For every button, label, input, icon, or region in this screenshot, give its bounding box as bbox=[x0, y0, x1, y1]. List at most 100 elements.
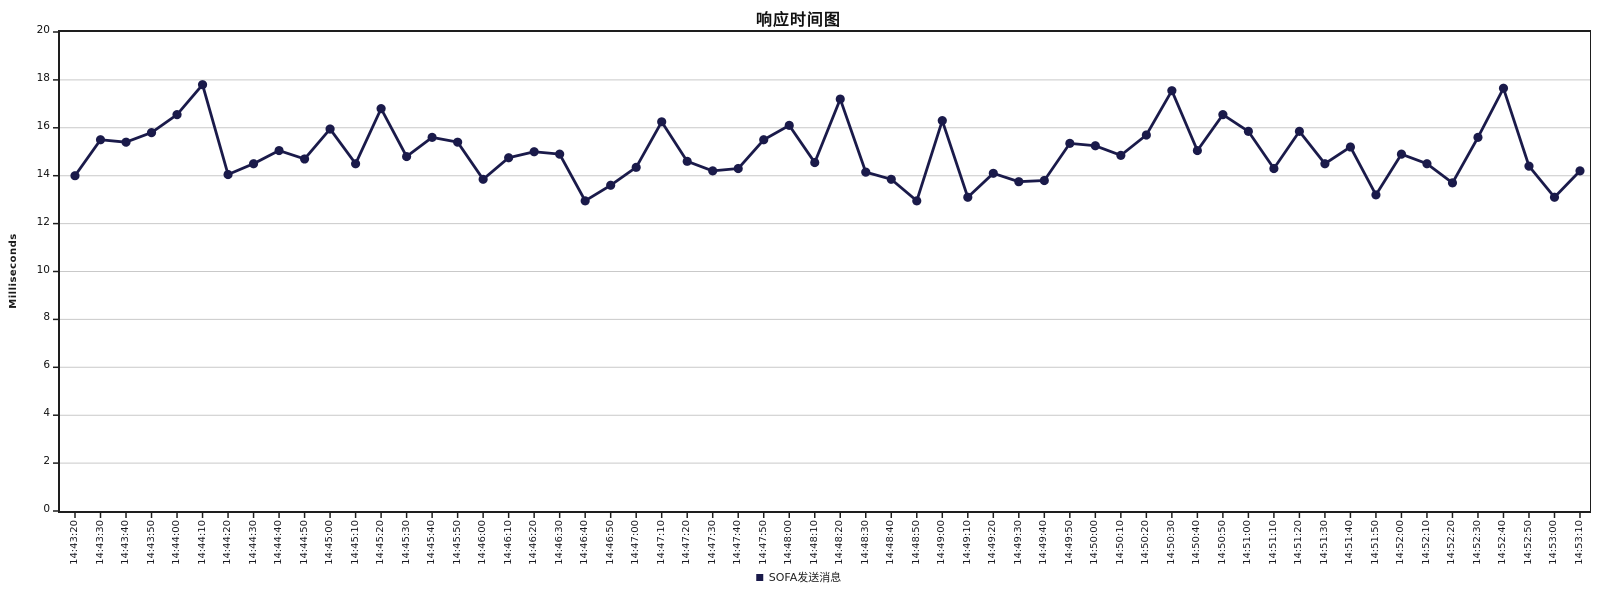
x-axis-tick-label: 14:47:00 bbox=[630, 520, 642, 565]
data-point bbox=[912, 196, 922, 206]
data-point bbox=[784, 120, 794, 131]
x-axis-tick-label: 14:48:10 bbox=[808, 520, 820, 565]
x-axis-tick-label: 14:50:50 bbox=[1216, 520, 1228, 565]
y-axis-tick-label: 10 bbox=[36, 263, 50, 276]
data-point bbox=[402, 151, 412, 162]
x-axis-tick-label: 14:50:10 bbox=[1114, 520, 1126, 565]
x-axis-tick-label: 14:50:30 bbox=[1165, 520, 1177, 565]
data-point bbox=[861, 167, 871, 177]
x-axis-tick-label: 14:49:20 bbox=[987, 520, 999, 565]
data-point bbox=[1141, 130, 1151, 140]
x-axis-tick-label: 14:43:50 bbox=[145, 520, 157, 565]
data-point bbox=[529, 147, 539, 157]
x-axis-tick-label: 14:48:20 bbox=[834, 520, 846, 565]
x-axis-tick-label: 14:45:00 bbox=[324, 520, 336, 565]
x-axis-tick-label: 14:45:50 bbox=[451, 520, 463, 565]
data-point bbox=[1320, 159, 1330, 169]
data-point bbox=[299, 154, 310, 164]
x-axis-tick-label: 14:49:50 bbox=[1063, 520, 1075, 565]
data-point bbox=[1524, 161, 1534, 171]
chart-title: 响应时间图 bbox=[755, 12, 841, 29]
x-axis-tick-label: 14:47:30 bbox=[706, 520, 718, 565]
data-point bbox=[682, 156, 692, 166]
plot-svg bbox=[53, 31, 1590, 518]
y-axis-tick-label: 16 bbox=[36, 119, 50, 132]
x-axis-tick-label: 14:50:20 bbox=[1140, 520, 1152, 565]
x-axis-tick-label: 14:46:40 bbox=[579, 520, 591, 565]
x-axis-tick-label: 14:49:10 bbox=[961, 520, 973, 565]
x-axis-tick-label: 14:45:30 bbox=[400, 520, 412, 565]
data-point bbox=[172, 110, 182, 120]
data-point bbox=[1269, 163, 1279, 174]
data-point bbox=[504, 153, 514, 163]
x-axis-tick-label: 14:52:30 bbox=[1471, 520, 1483, 565]
x-axis-tick-label: 14:50:40 bbox=[1191, 520, 1203, 565]
x-axis-tick-label: 14:44:00 bbox=[171, 520, 183, 565]
x-axis-tick-label: 14:46:20 bbox=[528, 520, 540, 565]
x-axis-tick-label: 14:53:10 bbox=[1574, 520, 1585, 565]
y-axis-tick-label: 8 bbox=[43, 311, 50, 324]
y-axis-tick-label: 14 bbox=[36, 167, 50, 180]
x-axis-tick-label: 14:51:00 bbox=[1242, 520, 1254, 565]
data-point bbox=[1065, 138, 1075, 148]
x-axis-tick-label: 14:46:00 bbox=[477, 520, 489, 565]
data-point bbox=[1218, 110, 1228, 120]
x-axis-tick-label: 14:48:30 bbox=[859, 520, 871, 565]
x-axis-tick-label: 14:43:40 bbox=[120, 520, 132, 565]
data-point bbox=[274, 145, 284, 156]
x-axis-tick-label: 14:44:10 bbox=[196, 520, 208, 565]
data-point bbox=[555, 149, 565, 159]
x-axis-tick-label: 14:52:10 bbox=[1420, 520, 1432, 565]
data-point bbox=[70, 171, 80, 181]
data-point bbox=[376, 104, 386, 114]
y-axis-tick-label: 2 bbox=[43, 455, 50, 468]
data-point bbox=[1090, 141, 1100, 151]
data-point bbox=[121, 137, 131, 147]
data-point bbox=[325, 124, 335, 134]
data-point bbox=[1039, 175, 1049, 186]
data-point bbox=[1447, 178, 1458, 188]
y-axis-tick-label: 20 bbox=[36, 24, 50, 36]
data-point bbox=[759, 135, 769, 145]
x-axis-tick-label: 14:43:30 bbox=[94, 520, 106, 565]
legend-series-label: SOFA发送消息 bbox=[768, 571, 842, 584]
y-axis-tick-label: 18 bbox=[36, 71, 50, 84]
legend-series-marker-icon bbox=[755, 573, 763, 581]
data-point bbox=[248, 159, 259, 169]
data-point bbox=[733, 163, 743, 174]
x-axis-tick-label: 14:43:20 bbox=[69, 520, 80, 565]
data-point bbox=[631, 162, 641, 172]
data-point bbox=[1294, 126, 1305, 136]
data-point bbox=[427, 132, 437, 142]
x-axis-tick-label: 14:49:00 bbox=[936, 520, 948, 565]
data-point bbox=[1422, 159, 1432, 169]
x-axis-tick-label: 14:46:50 bbox=[604, 520, 616, 565]
plot-area bbox=[53, 30, 1591, 518]
x-axis-tick-label: 14:47:20 bbox=[681, 520, 693, 565]
x-axis-tick-label: 14:51:10 bbox=[1267, 520, 1279, 565]
x-axis-tick-label: 14:46:30 bbox=[553, 520, 565, 565]
x-axis-tick-label: 14:53:00 bbox=[1548, 520, 1560, 565]
x-axis-tick-label: 14:44:50 bbox=[298, 520, 310, 565]
data-point bbox=[1371, 190, 1381, 200]
x-axis-tick-label: 14:47:10 bbox=[655, 520, 667, 565]
data-point bbox=[963, 192, 973, 202]
x-axis-tick-label: 14:47:40 bbox=[732, 520, 744, 565]
data-point bbox=[835, 94, 845, 104]
data-point bbox=[1473, 132, 1483, 142]
x-axis-tick-label: 14:52:20 bbox=[1446, 520, 1458, 565]
data-point bbox=[657, 117, 667, 127]
data-point bbox=[1396, 149, 1407, 159]
x-axis-tick-label: 14:51:50 bbox=[1369, 520, 1381, 565]
x-axis-tick-label: 14:45:10 bbox=[349, 520, 361, 565]
x-axis-tick-label: 14:49:40 bbox=[1038, 520, 1050, 565]
x-axis-tick-label: 14:47:50 bbox=[757, 520, 769, 565]
x-axis-tick-label: 14:44:40 bbox=[273, 520, 285, 565]
x-axis-tick-label: 14:46:10 bbox=[502, 520, 514, 565]
data-point bbox=[1167, 86, 1177, 96]
data-point bbox=[1345, 142, 1356, 152]
data-point bbox=[1014, 177, 1024, 187]
data-point bbox=[1116, 150, 1126, 160]
x-axis-tick-label: 14:50:00 bbox=[1089, 520, 1101, 565]
